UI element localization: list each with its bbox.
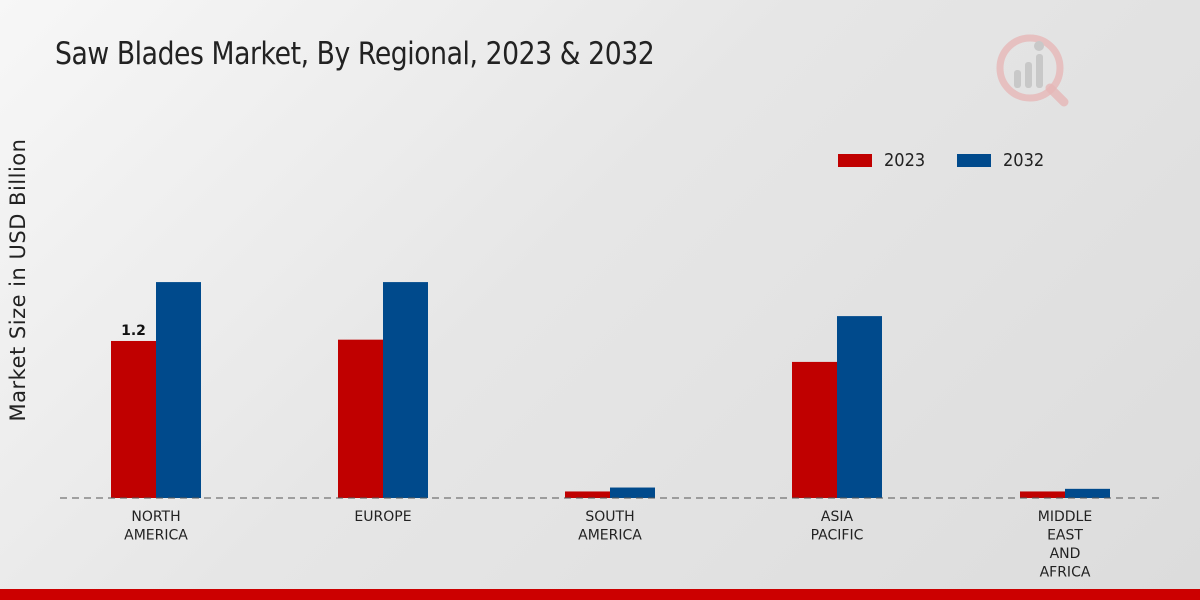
footer-bar: [0, 589, 1200, 600]
x-tick-label: ASIA PACIFIC: [811, 509, 864, 544]
bar-2023-3: [792, 361, 837, 498]
x-tick-label: SOUTH AMERICA: [578, 509, 642, 544]
brand-logo-icon: [996, 34, 1069, 107]
bar-2023-2: [565, 491, 610, 498]
x-tick-label: MIDDLE EAST AND AFRICA: [1038, 509, 1092, 581]
bar-2032-4: [1065, 488, 1110, 498]
bar-2023-4: [1020, 491, 1065, 498]
bar-2032-1: [383, 282, 428, 498]
bar-2032-2: [610, 487, 655, 498]
legend-label-2032: 2032: [1003, 150, 1045, 171]
bar-2032-3: [837, 316, 882, 498]
legend-swatch-2023: [838, 154, 872, 167]
bar-2032-0: [156, 282, 201, 498]
legend-item-2023: 2023: [838, 150, 930, 171]
bar-2023-0: [111, 340, 156, 498]
x-tick-label: EUROPE: [354, 509, 411, 525]
chart-title: Saw Blades Market, By Regional, 2023 & 2…: [55, 36, 655, 72]
legend-swatch-2032: [957, 154, 991, 167]
data-label: 1.2: [121, 323, 146, 339]
bar-2023-1: [338, 339, 383, 498]
legend-item-2032: 2032: [957, 150, 1049, 171]
x-tick-label: NORTH AMERICA: [124, 509, 188, 544]
legend-label-2023: 2023: [884, 150, 926, 171]
